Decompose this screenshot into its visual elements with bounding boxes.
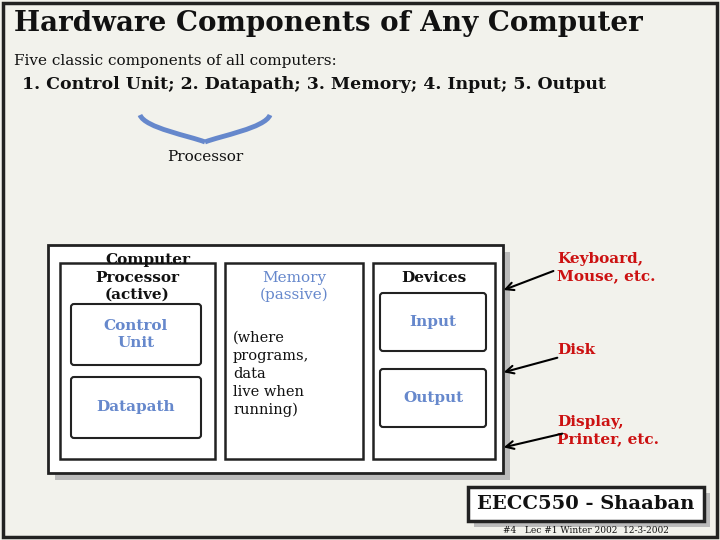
- FancyBboxPatch shape: [55, 252, 510, 480]
- Text: Hardware Components of Any Computer: Hardware Components of Any Computer: [14, 10, 643, 37]
- FancyBboxPatch shape: [468, 487, 704, 521]
- Text: Five classic components of all computers:: Five classic components of all computers…: [14, 54, 337, 68]
- FancyBboxPatch shape: [66, 269, 221, 465]
- Text: Datapath: Datapath: [96, 401, 175, 415]
- FancyBboxPatch shape: [380, 293, 486, 351]
- Text: Processor: Processor: [167, 150, 243, 164]
- Text: Control
Unit: Control Unit: [104, 319, 168, 349]
- FancyBboxPatch shape: [48, 245, 503, 473]
- FancyBboxPatch shape: [71, 304, 201, 365]
- Text: Input: Input: [410, 315, 456, 329]
- FancyBboxPatch shape: [3, 3, 717, 537]
- FancyBboxPatch shape: [71, 377, 201, 438]
- FancyBboxPatch shape: [76, 382, 206, 443]
- FancyBboxPatch shape: [474, 493, 710, 527]
- Text: (where
programs,
data
live when
running): (where programs, data live when running): [233, 331, 310, 417]
- Text: Computer: Computer: [106, 253, 191, 267]
- FancyBboxPatch shape: [231, 269, 369, 465]
- Text: Memory
(passive): Memory (passive): [260, 271, 328, 302]
- Text: EECC550 - Shaaban: EECC550 - Shaaban: [477, 495, 695, 513]
- Text: Devices: Devices: [401, 271, 467, 285]
- FancyBboxPatch shape: [379, 269, 501, 465]
- FancyBboxPatch shape: [380, 369, 486, 427]
- Text: #4   Lec #1 Winter 2002  12-3-2002: #4 Lec #1 Winter 2002 12-3-2002: [503, 526, 669, 535]
- Text: Display,
Printer, etc.: Display, Printer, etc.: [557, 415, 659, 446]
- FancyBboxPatch shape: [76, 309, 206, 370]
- Text: Output: Output: [403, 391, 463, 405]
- Text: 1. Control Unit; 2. Datapath; 3. Memory; 4. Input; 5. Output: 1. Control Unit; 2. Datapath; 3. Memory;…: [22, 76, 606, 93]
- FancyBboxPatch shape: [60, 263, 215, 459]
- FancyBboxPatch shape: [385, 374, 491, 432]
- FancyBboxPatch shape: [225, 263, 363, 459]
- Text: Disk: Disk: [557, 343, 595, 357]
- Text: Processor
(active): Processor (active): [96, 271, 179, 301]
- Text: Keyboard,
Mouse, etc.: Keyboard, Mouse, etc.: [557, 252, 655, 284]
- FancyBboxPatch shape: [385, 298, 491, 356]
- FancyBboxPatch shape: [373, 263, 495, 459]
